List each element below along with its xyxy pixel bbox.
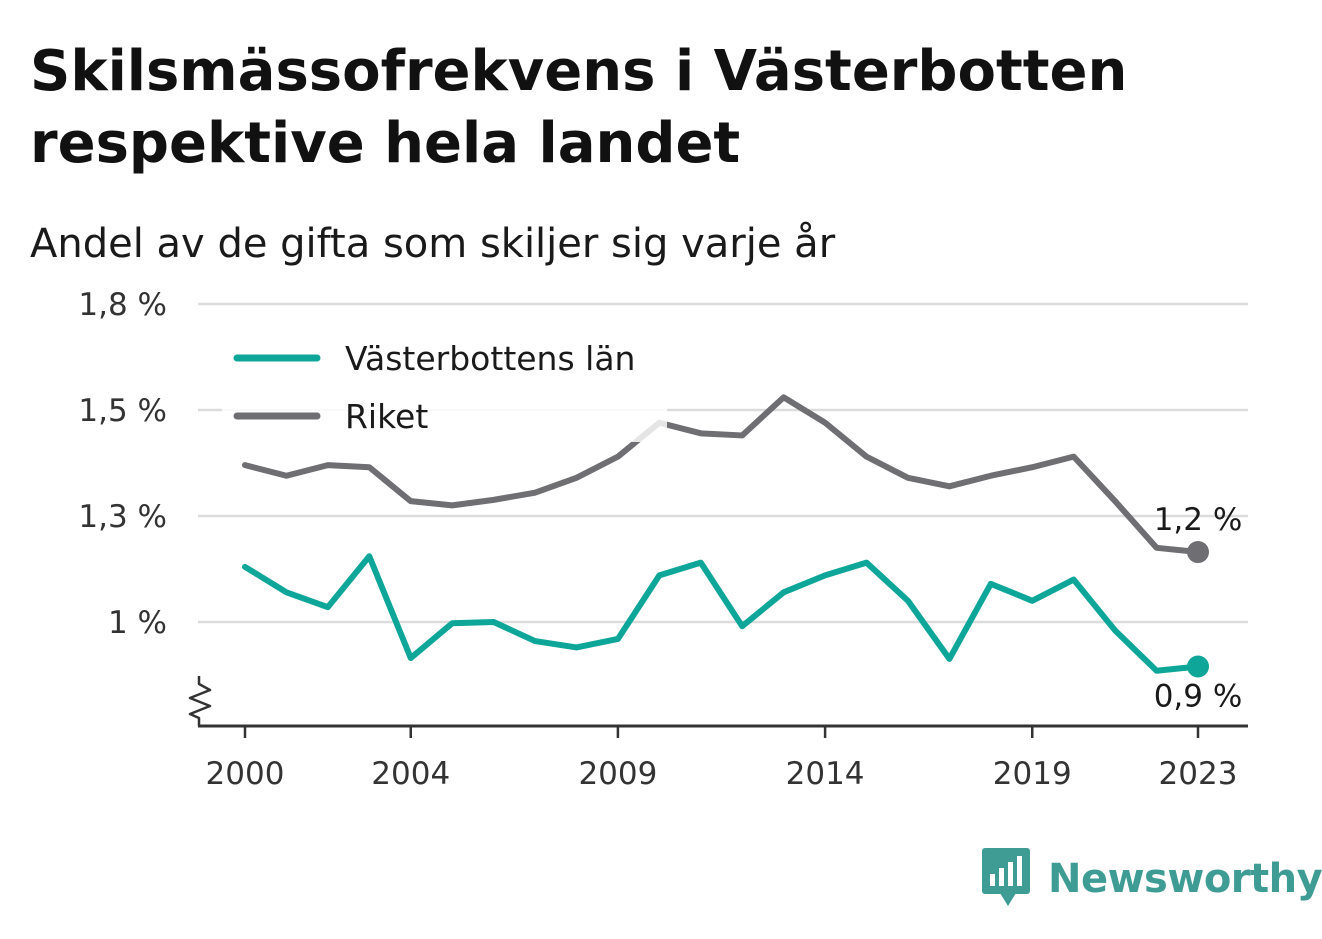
y-tick-label: 1,3 %	[78, 499, 167, 535]
chart-title: Skilsmässofrekvens i Västerbotten respek…	[30, 39, 1128, 176]
x-tick-label: 2000	[206, 756, 285, 792]
legend-background	[222, 330, 667, 442]
x-axis	[188, 676, 1248, 728]
x-tick-label: 2009	[578, 756, 657, 792]
series-line	[242, 553, 1201, 674]
x-tick-label: 2023	[1159, 756, 1238, 792]
y-axis-ticks: 1 % 1,3 % 1,5 % 1,8 %	[78, 287, 167, 641]
series-lines	[242, 394, 1209, 678]
series-end-point	[1187, 541, 1209, 564]
brand-name: Newsworthy	[1048, 856, 1322, 902]
y-tick-label: 1,8 %	[78, 287, 167, 323]
series-line	[242, 394, 1201, 556]
x-axis-ticks: 2000 2004 2009 2014 2019 2023	[206, 726, 1238, 792]
y-axis-break-icon	[188, 676, 212, 726]
series-end-label: 1,2 %	[1154, 502, 1243, 538]
end-labels: 1,2 % 0,9 %	[1154, 502, 1243, 714]
x-tick-label: 2014	[786, 756, 865, 792]
legend-label: Västerbottens län	[345, 339, 635, 378]
y-tick-label: 1,5 %	[78, 393, 167, 429]
x-tick-label: 2004	[371, 756, 450, 792]
x-tick-label: 2019	[993, 756, 1072, 792]
brand-logo: Newsworthy	[980, 846, 1322, 912]
series-end-point	[1187, 655, 1209, 678]
bar-chart-speech-bubble-icon	[980, 846, 1034, 912]
line-chart: 1 %1,3 %1,5 %1,8 % 2000 2004 2009 2014 2019 2…	[78, 287, 1248, 792]
legend: Västerbottens län Riket	[222, 330, 667, 442]
legend-label: Riket	[345, 397, 428, 436]
series-end-label: 0,9 %	[1154, 679, 1243, 715]
chart-subtitle: Andel av de gifta som skiljer sig varje …	[30, 221, 836, 267]
y-tick-label: 1 %	[108, 605, 167, 641]
